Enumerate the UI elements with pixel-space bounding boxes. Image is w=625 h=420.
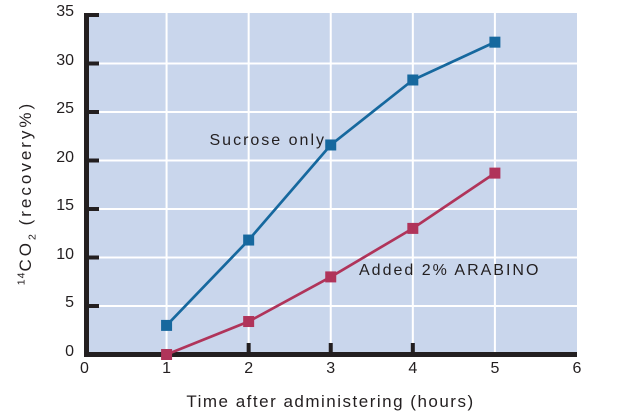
- y-axis-title-isotope: 14: [15, 271, 28, 286]
- series-marker-1: [407, 222, 419, 234]
- y-gridline: [89, 111, 577, 113]
- y-axis-title-subscript: 2: [26, 233, 39, 240]
- y-axis-tick: [89, 255, 99, 260]
- y-axis-tick: [89, 61, 99, 66]
- y-axis-title: 14CO2 (recovery%): [15, 101, 38, 285]
- y-gridline: [89, 159, 577, 162]
- series-marker-1: [325, 271, 337, 283]
- y-axis-title-rest: (recovery%): [16, 100, 36, 234]
- y-axis-line: [84, 13, 89, 357]
- x-gridline: [247, 13, 250, 352]
- x-gridline: [329, 13, 332, 352]
- series-label-sucrose-only: Sucrose only: [209, 132, 326, 149]
- y-axis-tick: [89, 158, 99, 163]
- x-axis-tick: [410, 343, 415, 352]
- y-gridline: [89, 208, 577, 210]
- y-axis-tick: [89, 13, 99, 17]
- y-gridline: [89, 62, 577, 65]
- series-marker-0: [243, 234, 255, 246]
- y-axis-tick: [89, 110, 99, 114]
- x-axis-title: Time after administering (hours): [186, 392, 475, 411]
- x-axis-tick: [328, 343, 333, 352]
- x-gridline: [165, 13, 168, 352]
- series-marker-0: [489, 36, 501, 48]
- y-gridline: [89, 305, 577, 307]
- y-gridline: [89, 256, 577, 259]
- series-label-added-arabino: Added 2% ARABINO: [359, 262, 541, 279]
- series-marker-0: [161, 319, 173, 331]
- series-marker-1: [489, 167, 501, 179]
- y-axis-title-element: CO: [16, 240, 36, 272]
- series-marker-1: [161, 349, 173, 360]
- x-axis-tick: [246, 343, 251, 352]
- x-gridline: [411, 13, 414, 352]
- y-axis-tick: [89, 207, 99, 211]
- y-axis-tick: [89, 304, 99, 308]
- series-marker-0: [325, 139, 337, 151]
- x-axis-line: [84, 352, 577, 357]
- series-marker-1: [243, 316, 255, 328]
- series-marker-0: [407, 74, 419, 86]
- x-gridline: [493, 13, 496, 352]
